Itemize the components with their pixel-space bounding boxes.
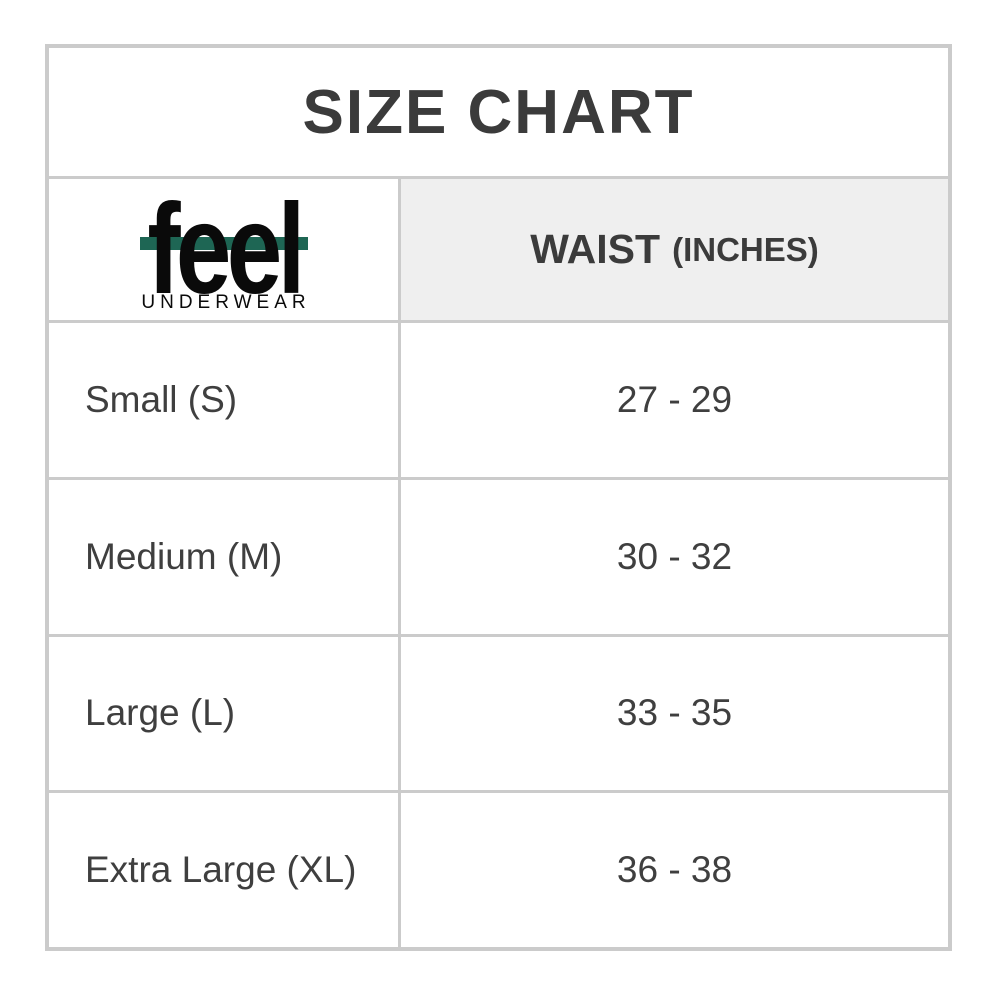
size-chart-table: SIZE CHART feel UNDERWEAR WAIST (INCHES)…: [45, 44, 952, 951]
page-title: SIZE CHART: [302, 77, 695, 147]
feel-logo: feel UNDERWEAR: [129, 185, 319, 314]
waist-header-label: WAIST: [530, 226, 661, 272]
waist-header-unit: (INCHES): [672, 230, 819, 268]
size-label: Small (S): [85, 378, 238, 420]
brand-logo-cell: feel UNDERWEAR: [49, 179, 398, 320]
waist-value: 33 - 35: [616, 692, 733, 734]
logo-wordmark: feel: [129, 185, 319, 314]
table-row-large-waist: 33 - 35: [401, 636, 948, 791]
waist-value: 36 - 38: [616, 849, 733, 891]
logo-text: feel: [146, 178, 305, 321]
waist-value: 30 - 32: [616, 535, 733, 577]
size-label: Extra Large (XL): [85, 849, 357, 891]
table-row-small-waist: 27 - 29: [401, 323, 948, 477]
table-row-small-size: Small (S): [49, 323, 398, 477]
waist-header-cell: WAIST (INCHES): [401, 179, 948, 320]
table-row-large-size: Large (L): [49, 636, 398, 791]
title-row: SIZE CHART: [49, 48, 948, 176]
table-row-xlarge-waist: 36 - 38: [401, 793, 948, 947]
logo-subtext: UNDERWEAR: [141, 292, 311, 313]
table-row-xlarge-size: Extra Large (XL): [49, 793, 398, 947]
size-label: Medium (M): [85, 535, 283, 577]
waist-value: 27 - 29: [616, 378, 733, 420]
size-label: Large (L): [85, 692, 236, 734]
table-row-medium-size: Medium (M): [49, 479, 398, 634]
logo-green-bar: [139, 237, 308, 250]
table-row-medium-waist: 30 - 32: [401, 479, 948, 634]
